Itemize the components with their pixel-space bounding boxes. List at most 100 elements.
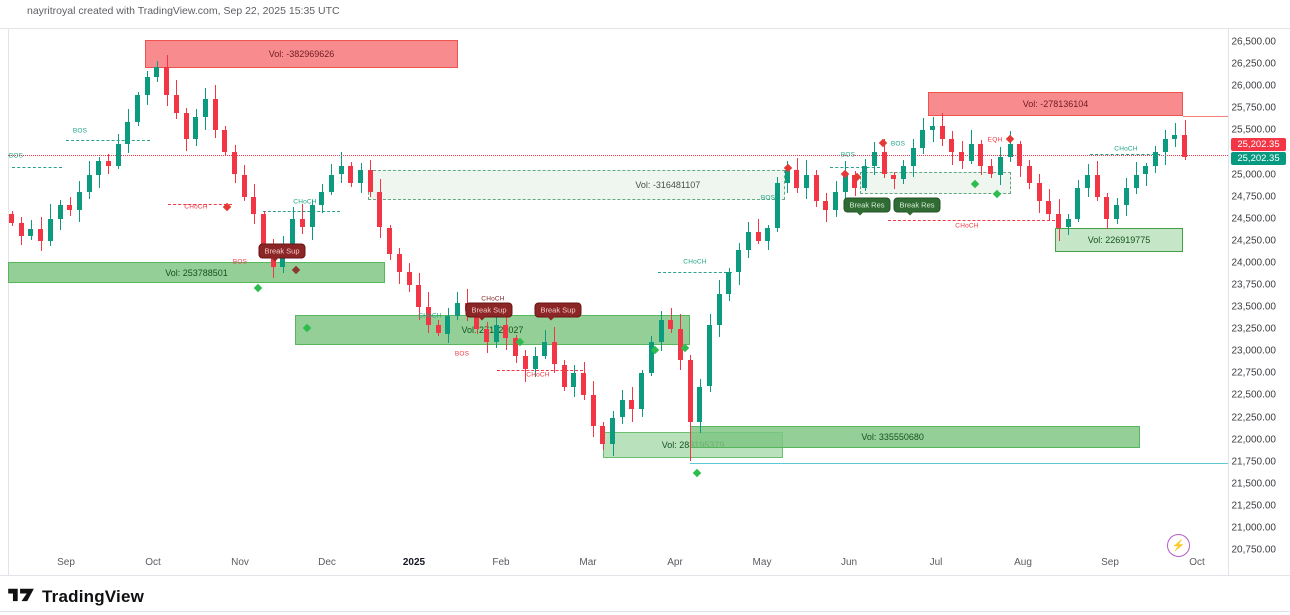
level-line	[690, 463, 1228, 464]
price-axis-label: 22,250.00	[1231, 412, 1277, 423]
candle	[425, 307, 431, 325]
price-axis-label: 23,000.00	[1231, 345, 1277, 357]
break-sup-badge: Break Sup	[258, 243, 306, 262]
demand-zone: Vol: 335550680	[690, 426, 1140, 448]
candle	[38, 229, 44, 241]
candle	[1104, 196, 1110, 219]
level-line	[830, 167, 880, 168]
candle	[493, 324, 499, 343]
credit-text: nayritroyal created with TradingView.com…	[27, 5, 340, 17]
candle	[232, 152, 237, 175]
candle	[1152, 152, 1158, 166]
demand-zone: Vol: 271128027	[295, 315, 690, 345]
price-axis-label: 24,750.00	[1231, 191, 1277, 203]
choch-label: CHoCH	[481, 295, 505, 303]
break-sup-badge: Break Sup	[465, 302, 513, 321]
last-price-badge-green: 25,202.35	[1231, 152, 1286, 165]
candle	[96, 161, 102, 175]
level-line	[263, 211, 340, 212]
candle	[76, 192, 82, 210]
candle	[222, 130, 228, 153]
bos-label: BOS	[8, 152, 24, 160]
candle	[406, 271, 412, 285]
price-axis-separator	[1228, 28, 1229, 576]
time-axis-label: Jul	[929, 557, 943, 568]
candle-wick	[758, 218, 759, 244]
candle	[794, 170, 800, 188]
candle	[1085, 174, 1091, 188]
price-axis-label: 21,000.00	[1231, 522, 1277, 534]
candle-wick	[893, 171, 895, 189]
candle	[290, 218, 296, 246]
candle	[1114, 205, 1120, 219]
candle	[803, 174, 809, 188]
diamond-marker	[1005, 134, 1015, 144]
time-axis-label: Nov	[231, 557, 249, 568]
eqh-label: EQH	[987, 136, 1003, 144]
price-axis-label: 22,500.00	[1231, 389, 1277, 401]
candle	[328, 174, 334, 193]
candle	[28, 229, 34, 237]
candle	[765, 227, 771, 241]
supply-zone: Vol: -278136104	[928, 92, 1183, 116]
price-axis-label: 21,250.00	[1231, 500, 1277, 512]
candle	[1133, 174, 1139, 188]
time-axis-label: Mar	[579, 557, 597, 568]
candle	[774, 183, 780, 228]
candle	[251, 196, 257, 215]
candle	[173, 95, 179, 113]
level-line	[8, 155, 1228, 156]
time-axis-label: Oct	[145, 557, 161, 568]
price-axis-label: 25,500.00	[1231, 124, 1277, 136]
bos-label: BOS	[232, 258, 248, 266]
zone-volume-label: Vol: -316481107	[635, 180, 701, 190]
candle	[736, 249, 742, 272]
candle	[435, 324, 441, 334]
candle	[784, 170, 790, 184]
candle	[299, 218, 305, 228]
candle	[454, 302, 460, 316]
candle	[338, 165, 344, 175]
candle	[532, 355, 538, 369]
candle	[697, 386, 703, 422]
candle	[105, 161, 111, 166]
price-axis-label: 20,750.00	[1231, 544, 1277, 556]
time-axis-label: May	[752, 557, 772, 568]
time-axis-label: Feb	[492, 557, 510, 568]
price-axis-label: 24,000.00	[1231, 257, 1277, 269]
candle	[668, 320, 674, 330]
time-axis-label: Jun	[840, 557, 858, 568]
choch-label: CHoCH	[526, 371, 550, 379]
candle	[930, 125, 935, 131]
price-axis-label: 26,000.00	[1231, 80, 1277, 92]
level-line	[497, 370, 583, 371]
candle	[871, 152, 877, 166]
candle	[125, 121, 131, 144]
candle	[183, 112, 189, 140]
candle	[309, 205, 315, 228]
candle	[1026, 165, 1032, 184]
candle	[1094, 174, 1100, 197]
tradingview-logo[interactable]: TradingView	[8, 585, 144, 609]
diamond-marker	[878, 138, 888, 148]
candle	[212, 99, 218, 131]
candle	[202, 99, 208, 118]
candle	[1182, 134, 1187, 157]
badge-pointer	[856, 208, 864, 216]
candle	[135, 95, 140, 122]
demand-zone: Vol: 253788501	[8, 262, 385, 283]
price-axis-label: 23,750.00	[1231, 279, 1277, 291]
level-line	[168, 204, 232, 205]
boost-button[interactable]: ⚡	[1167, 534, 1190, 557]
level-line	[1183, 116, 1228, 117]
candle	[978, 143, 984, 166]
price-axis-label: 23,250.00	[1231, 323, 1277, 335]
candle	[67, 205, 73, 210]
price-axis-label: 24,500.00	[1231, 213, 1277, 225]
time-axis-label: Aug	[1014, 557, 1032, 568]
candle	[47, 218, 53, 241]
candle	[1162, 139, 1168, 153]
candle	[610, 417, 615, 444]
candle	[348, 165, 354, 184]
demand-zone: Vol: 226919775	[1055, 228, 1183, 252]
